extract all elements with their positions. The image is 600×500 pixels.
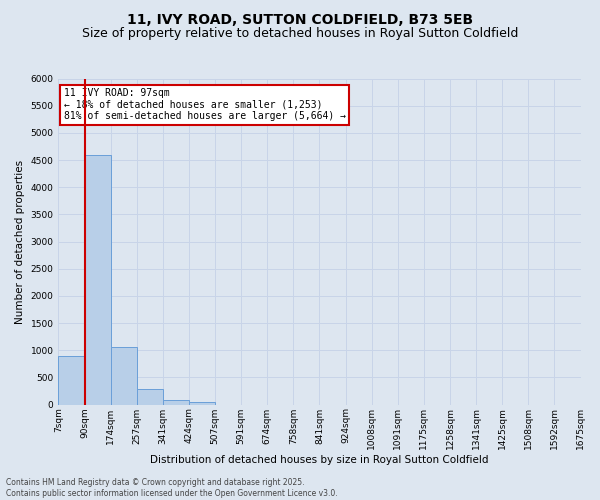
- Bar: [163, 400, 189, 404]
- Bar: [137, 389, 163, 404]
- Text: 11 IVY ROAD: 97sqm
← 18% of detached houses are smaller (1,253)
81% of semi-deta: 11 IVY ROAD: 97sqm ← 18% of detached hou…: [64, 88, 346, 122]
- Bar: [189, 402, 215, 404]
- Bar: [110, 348, 137, 405]
- Bar: [85, 154, 110, 404]
- Y-axis label: Number of detached properties: Number of detached properties: [15, 160, 25, 324]
- Bar: [58, 356, 85, 405]
- Text: 11, IVY ROAD, SUTTON COLDFIELD, B73 5EB: 11, IVY ROAD, SUTTON COLDFIELD, B73 5EB: [127, 12, 473, 26]
- X-axis label: Distribution of detached houses by size in Royal Sutton Coldfield: Distribution of detached houses by size …: [150, 455, 489, 465]
- Text: Size of property relative to detached houses in Royal Sutton Coldfield: Size of property relative to detached ho…: [82, 28, 518, 40]
- Text: Contains HM Land Registry data © Crown copyright and database right 2025.
Contai: Contains HM Land Registry data © Crown c…: [6, 478, 338, 498]
